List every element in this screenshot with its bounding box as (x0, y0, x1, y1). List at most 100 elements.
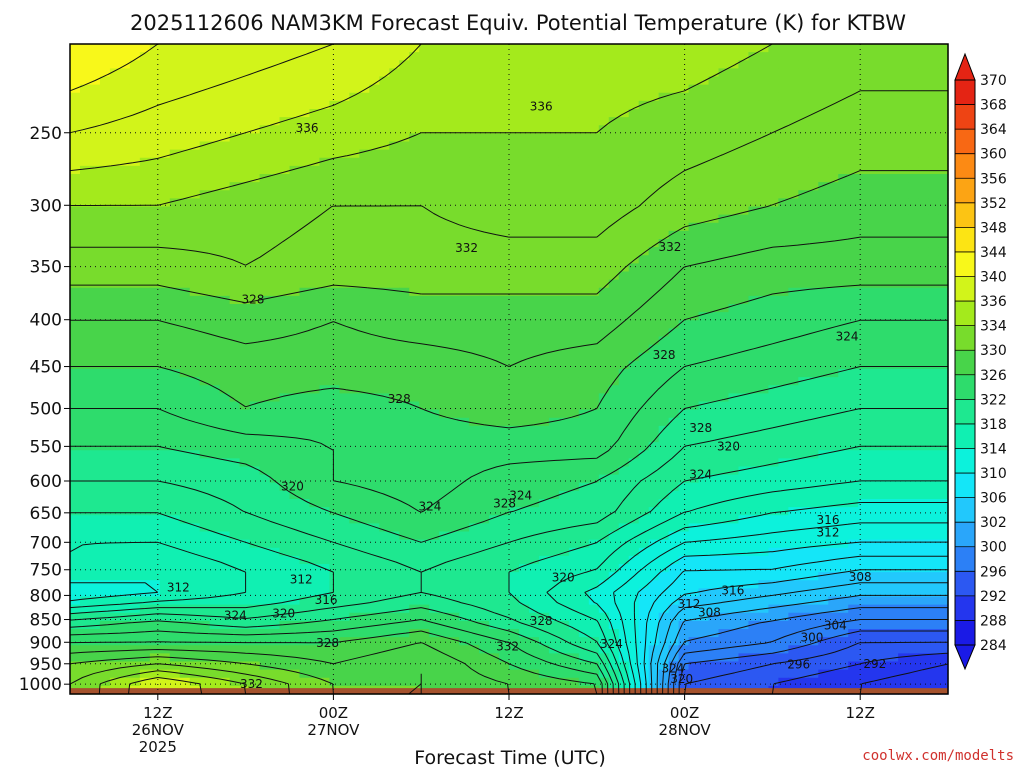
field-cell (109, 458, 121, 468)
field-cell (269, 247, 281, 256)
field-cell (718, 295, 730, 305)
field-cell (319, 214, 331, 224)
field-cell (728, 141, 740, 151)
field-cell (209, 165, 221, 175)
field-cell (239, 52, 251, 61)
field-cell (509, 52, 520, 61)
field-cell (738, 442, 750, 451)
field-cell (70, 304, 81, 313)
field-cell (509, 141, 520, 151)
field-cell (319, 287, 331, 297)
field-cell (389, 206, 400, 216)
field-cell (99, 263, 111, 273)
field-cell (728, 109, 740, 118)
field-cell (239, 157, 251, 167)
field-cell (708, 125, 720, 134)
field-cell (409, 434, 420, 443)
field-cell (818, 92, 829, 102)
field-cell (848, 125, 859, 134)
field-cell (209, 377, 221, 386)
field-cell (469, 174, 480, 183)
field-cell (718, 287, 730, 297)
field-cell (479, 482, 490, 492)
field-cell (828, 263, 839, 273)
field-cell (109, 198, 121, 208)
field-cell (389, 304, 400, 313)
field-cell (169, 44, 181, 53)
field-cell (479, 360, 490, 370)
field-cell (489, 230, 500, 240)
field-cell (399, 490, 410, 500)
field-cell (848, 109, 859, 118)
field-cell (79, 450, 91, 459)
field-cell (828, 60, 839, 69)
field-cell (788, 352, 799, 362)
field-cell (648, 458, 660, 468)
field-cell (788, 312, 799, 321)
field-cell (489, 312, 500, 321)
field-cell (129, 393, 141, 403)
field-cell (309, 336, 321, 346)
field-cell (469, 279, 480, 289)
field-cell (469, 401, 480, 411)
field-cell (588, 393, 600, 403)
field-cell (229, 417, 241, 427)
field-cell (269, 68, 281, 78)
field-cell (588, 117, 600, 126)
field-cell (439, 401, 450, 411)
field-cell (309, 328, 321, 338)
field-cell (319, 279, 331, 289)
field-cell (848, 385, 859, 394)
field-cell (598, 377, 610, 386)
field-cell (319, 230, 331, 240)
field-cell (528, 157, 540, 167)
field-cell (329, 369, 340, 378)
field-cell (598, 328, 610, 338)
field-cell (99, 198, 111, 208)
field-cell (668, 230, 680, 240)
field-cell (818, 100, 829, 110)
field-cell (179, 52, 191, 61)
field-cell (648, 255, 660, 264)
field-cell (938, 141, 949, 151)
field-cell (459, 385, 470, 394)
field-cell (608, 214, 620, 224)
field-cell (818, 320, 829, 329)
field-cell (838, 214, 849, 224)
field-cell (479, 320, 490, 329)
field-cell (179, 100, 191, 110)
field-cell (429, 84, 440, 94)
field-cell (888, 320, 899, 329)
field-cell (928, 190, 939, 199)
field-cell (718, 255, 730, 264)
field-cell (898, 222, 909, 232)
field-cell (509, 92, 520, 102)
field-cell (379, 222, 390, 232)
field-cell (828, 117, 839, 126)
field-cell (119, 320, 131, 329)
field-cell (419, 352, 430, 362)
field-cell (129, 190, 141, 199)
field-cell (708, 60, 720, 69)
field-cell (509, 287, 520, 297)
field-cell (558, 393, 570, 403)
field-cell (299, 425, 311, 435)
field-cell (239, 206, 251, 216)
field-cell (89, 417, 101, 427)
field-cell (359, 125, 370, 134)
field-cell (309, 44, 321, 53)
field-cell (538, 157, 550, 167)
field-cell (558, 117, 570, 126)
field-cell (598, 100, 610, 110)
field-cell (389, 84, 400, 94)
field-cell (409, 474, 420, 484)
field-cell (738, 92, 750, 102)
field-cell (209, 409, 221, 419)
field-cell (558, 247, 570, 256)
field-cell (349, 352, 360, 362)
field-cell (229, 263, 241, 273)
field-cell (459, 352, 470, 362)
field-cell (369, 109, 380, 118)
field-cell (628, 369, 640, 378)
field-cell (578, 100, 590, 110)
